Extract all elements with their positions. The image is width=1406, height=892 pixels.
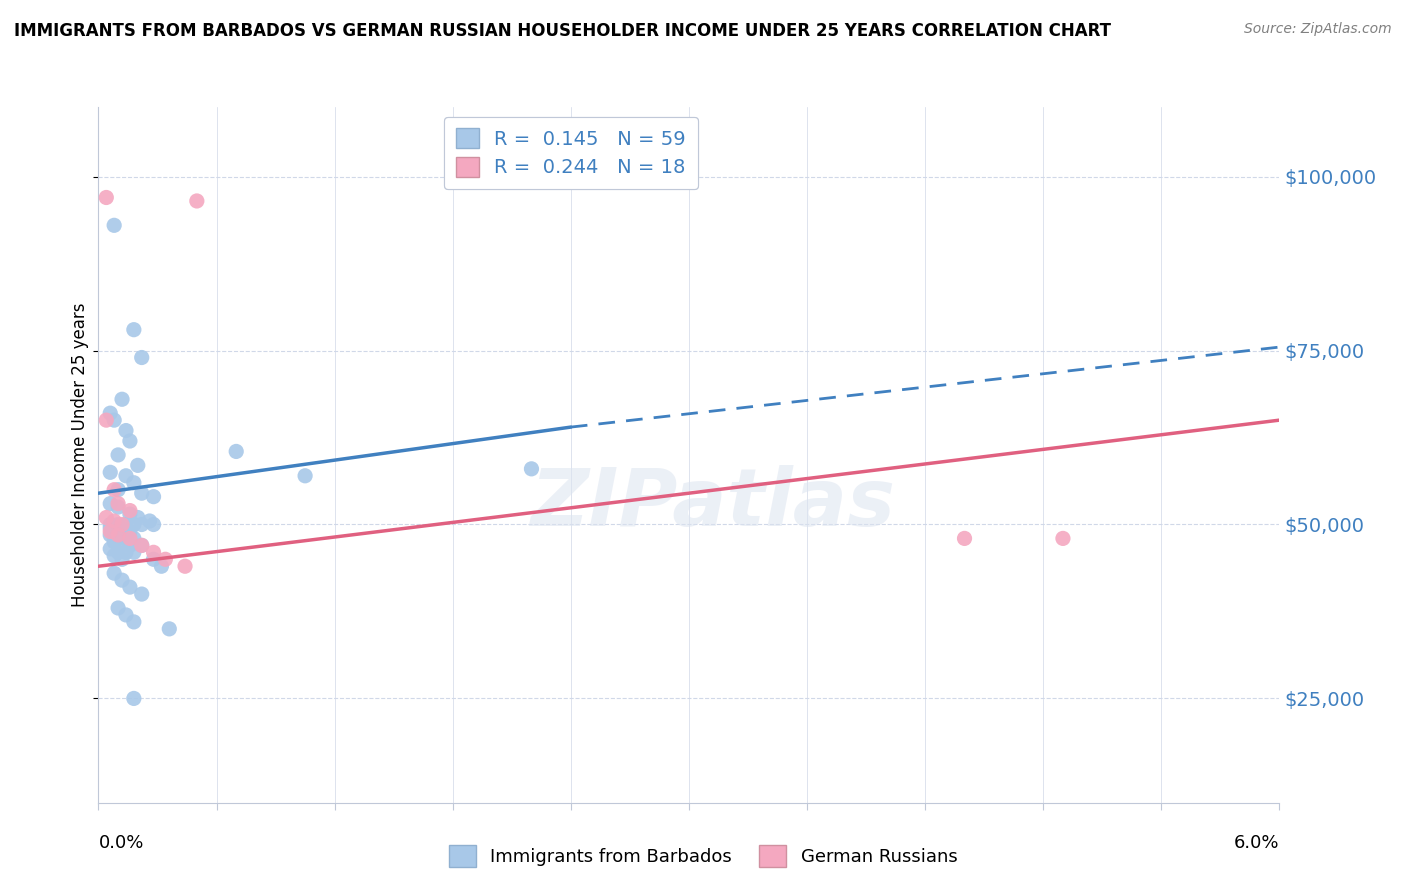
Point (103, 524, 125, 539)
Point (118, 580, 141, 594)
Point (115, 468, 138, 483)
Point (138, 514, 160, 528)
Text: IMMIGRANTS FROM BARBADOS VS GERMAN RUSSIAN HOUSEHOLDER INCOME UNDER 25 YEARS COR: IMMIGRANTS FROM BARBADOS VS GERMAN RUSSI… (14, 22, 1111, 40)
Point (107, 532, 129, 546)
Point (118, 434, 141, 448)
Point (520, 462, 543, 476)
Legend: Immigrants from Barbados, German Russians: Immigrants from Barbados, German Russian… (441, 838, 965, 874)
Point (107, 497, 129, 511)
Point (103, 413, 125, 427)
Point (122, 545, 145, 559)
Point (118, 532, 141, 546)
Point (131, 517, 153, 532)
Point (103, 483, 125, 497)
Point (98, 466, 121, 480)
Point (107, 448, 129, 462)
Point (115, 607, 138, 622)
Point (98, 497, 121, 511)
Point (131, 538, 153, 552)
Point (103, 549, 125, 563)
Point (115, 517, 138, 532)
Point (98, 517, 121, 532)
Point (118, 524, 141, 539)
Point (186, 194, 208, 208)
Text: 0.0%: 0.0% (98, 834, 143, 852)
Point (103, 534, 125, 549)
Text: ZIPatlas: ZIPatlas (530, 465, 896, 542)
Point (131, 351, 153, 365)
Point (142, 517, 165, 532)
Point (142, 545, 165, 559)
Point (111, 524, 134, 539)
Point (107, 500, 129, 514)
Point (98, 521, 121, 535)
Point (111, 517, 134, 532)
Point (103, 219, 125, 233)
Point (107, 517, 129, 532)
Point (107, 483, 129, 497)
Point (111, 392, 134, 407)
Point (98, 528, 121, 542)
Legend: R =  0.145   N = 59, R =  0.244   N = 18: R = 0.145 N = 59, R = 0.244 N = 18 (444, 117, 697, 189)
Text: Source: ZipAtlas.com: Source: ZipAtlas.com (1244, 22, 1392, 37)
Point (953, 532, 976, 546)
Point (115, 424, 138, 438)
Point (103, 514, 125, 528)
Point (127, 458, 149, 473)
Point (96, 190, 118, 204)
Point (1052, 532, 1074, 546)
Point (98, 541, 121, 556)
Point (103, 566, 125, 581)
Point (111, 573, 134, 587)
Point (107, 601, 129, 615)
Point (155, 552, 177, 566)
Point (131, 538, 153, 552)
Point (111, 552, 134, 566)
Point (98, 406, 121, 420)
Point (122, 615, 145, 629)
Point (142, 490, 165, 504)
Point (118, 538, 141, 552)
Point (294, 468, 316, 483)
Text: 6.0%: 6.0% (1234, 834, 1279, 852)
Point (122, 475, 145, 490)
Point (225, 444, 247, 458)
Point (118, 507, 141, 521)
Point (118, 503, 141, 517)
Point (122, 323, 145, 337)
Point (107, 545, 129, 559)
Point (142, 552, 165, 566)
Point (122, 517, 145, 532)
Point (115, 532, 138, 546)
Y-axis label: Householder Income Under 25 years: Householder Income Under 25 years (72, 302, 90, 607)
Point (150, 559, 173, 574)
Point (131, 486, 153, 500)
Point (174, 559, 197, 574)
Point (157, 622, 180, 636)
Point (96, 510, 118, 524)
Point (122, 532, 145, 546)
Point (107, 528, 129, 542)
Point (131, 587, 153, 601)
Point (111, 538, 134, 552)
Point (127, 510, 149, 524)
Point (122, 691, 145, 706)
Point (115, 545, 138, 559)
Point (96, 413, 118, 427)
Point (98, 524, 121, 539)
